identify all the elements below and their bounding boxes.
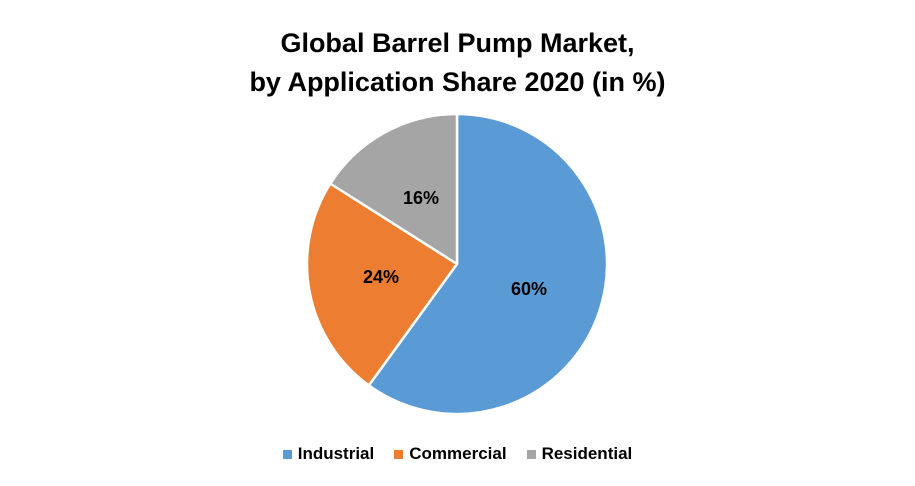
legend-swatch <box>282 449 292 459</box>
slice-label-residential: 16% <box>403 188 439 208</box>
legend-item-industrial: Industrial <box>282 444 375 464</box>
legend-item-residential: Residential <box>526 444 633 464</box>
legend-label: Commercial <box>409 444 507 463</box>
legend: Industrial Commercial Residential <box>0 444 915 464</box>
chart-title: Global Barrel Pump Market, by Applicatio… <box>0 24 915 102</box>
pie-slice-residential <box>329 112 459 266</box>
legend-swatch <box>394 449 404 459</box>
slice-label-industrial: 60% <box>511 279 547 299</box>
legend-item-commercial: Commercial <box>394 444 507 464</box>
legend-label: Residential <box>541 444 633 463</box>
pie-slice-commercial <box>305 182 459 387</box>
legend-swatch <box>526 449 536 459</box>
pie-labels: 60% 24% 16% <box>363 188 547 299</box>
legend-label: Industrial <box>297 444 375 463</box>
title-line-2: by Application Share 2020 (in %) <box>249 67 666 97</box>
pie-slice-industrial <box>367 112 609 416</box>
pie-slices <box>305 112 609 416</box>
slice-label-commercial: 24% <box>363 267 399 287</box>
title-line-1: Global Barrel Pump Market, <box>280 28 635 58</box>
